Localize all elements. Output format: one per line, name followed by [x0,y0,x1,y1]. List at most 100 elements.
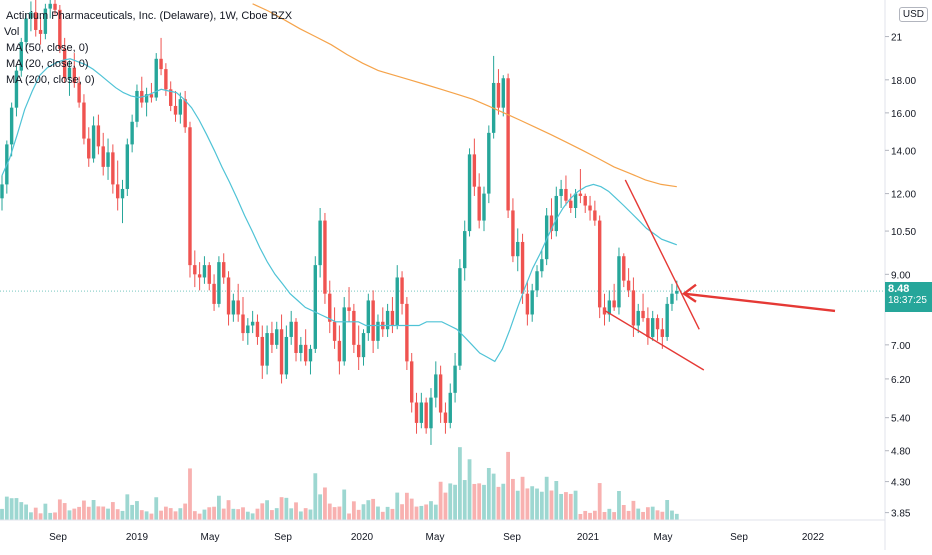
trend-drawings[interactable] [604,179,836,371]
volume-bar [82,500,86,520]
x-tick-label: Sep [503,532,521,543]
candle-body [665,303,669,337]
candle-body [670,293,674,304]
volume-bar [385,506,390,520]
candle-body [400,277,404,304]
candle-body [448,392,452,423]
volume-bar [284,497,289,520]
volume-bar [486,468,491,520]
candle-body [496,82,501,108]
candle-body [130,121,134,145]
candle-body [405,303,409,362]
candle-body [482,193,486,221]
currency-button[interactable]: USD [898,7,928,22]
candle-body [655,318,660,330]
volume-bar [496,486,501,520]
volume-bar [250,513,255,520]
candle-body [617,256,621,308]
volume-bar [260,503,265,520]
candle-body [19,41,23,71]
volume-bar [86,506,91,520]
volume-bar [188,468,192,520]
volume-bar [144,511,149,520]
volume-bar [409,498,414,520]
volume-bar [14,498,19,520]
volume-bar [530,486,535,520]
volume-bar [221,508,226,520]
volume-bar [453,484,457,520]
volume-bar [472,483,477,520]
candle-body [9,107,14,145]
candle-body [313,265,317,349]
candle-body [487,132,491,194]
volume-bar [303,508,308,520]
candle-body [390,310,395,326]
volume-bar [4,496,9,520]
candle-body [419,402,424,423]
volume-bar [43,503,48,520]
candle-body [651,318,655,337]
candle-body [115,184,120,199]
candle-body [607,300,612,315]
volume-bar [115,509,120,520]
y-tick-label: 16.00 [891,109,916,120]
volume-bar [462,480,467,520]
volume-bar [327,503,332,520]
volume-bar [617,491,621,520]
candle-body [279,329,284,375]
volume-bar [24,504,28,520]
volume-bar [38,513,43,520]
candle-body [43,8,48,34]
candle-body [164,69,168,90]
candle-body [356,344,361,358]
chart-title[interactable]: Actinium Pharmaceuticals, Inc. (Delaware… [6,10,293,22]
volume-bar [53,512,57,520]
volume-bar [289,508,294,520]
volume-bar [168,508,173,520]
y-tick-label: 18.00 [891,76,916,87]
candle-body [376,321,380,341]
volume-bar [429,501,433,520]
candle-body [371,300,375,341]
candle-body [660,329,665,337]
candle-body [53,3,57,10]
candle-body [91,125,96,159]
volume-bar [544,476,549,520]
candle-body [646,318,650,337]
ma-200-label[interactable]: MA (200, close, 0) [6,74,95,86]
volume-bar [313,473,318,520]
candle-body [467,154,472,232]
candle-body [111,152,115,185]
candle-body [178,99,183,115]
volume-bar [72,508,77,520]
candle-body [434,374,438,398]
y-tick-label: 5.40 [891,414,911,425]
candle-body [236,300,240,315]
ma-20-label[interactable]: MA (20, close, 0) [6,58,89,70]
ma-50-label[interactable]: MA (50, close, 0) [6,42,89,54]
volume-label[interactable]: Vol [4,26,20,38]
volume-bar [120,510,125,520]
volume-bar [332,507,337,520]
candle-body [231,300,236,315]
candle-body [144,94,149,103]
volume-bar [660,511,665,520]
candle-body [101,146,105,167]
last-price-tag: 8.48 18:37:25 [885,282,932,312]
volume-bar [212,506,216,520]
volume-bar [597,483,602,520]
volume-bar [390,508,395,520]
volume-bar [578,514,583,520]
x-tick-label: Sep [49,532,67,543]
volume-bar [433,504,438,520]
candle-body [564,188,568,201]
volume-bar [573,490,578,520]
candle-body [458,268,462,366]
candle-body [173,105,178,115]
candle-body [366,300,371,334]
volume-bar [674,513,679,520]
arrow-shaft [683,292,836,313]
ma-slow-line [252,3,677,188]
